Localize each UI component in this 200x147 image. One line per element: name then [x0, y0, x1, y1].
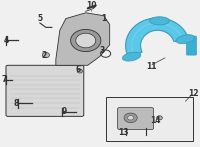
Circle shape: [76, 33, 96, 48]
Text: 9: 9: [61, 107, 66, 116]
Text: 4: 4: [3, 36, 9, 45]
FancyBboxPatch shape: [6, 65, 84, 116]
Ellipse shape: [176, 35, 194, 44]
Text: 14: 14: [150, 116, 161, 125]
Text: 1: 1: [101, 14, 106, 23]
Circle shape: [157, 116, 162, 120]
FancyBboxPatch shape: [106, 97, 193, 141]
Polygon shape: [56, 13, 110, 65]
Ellipse shape: [150, 17, 169, 25]
Ellipse shape: [123, 52, 141, 61]
Text: 7: 7: [1, 75, 7, 84]
Text: 5: 5: [37, 14, 42, 23]
FancyBboxPatch shape: [186, 36, 196, 55]
Circle shape: [71, 29, 101, 52]
Text: 3: 3: [99, 46, 104, 55]
Text: 12: 12: [188, 88, 199, 97]
Circle shape: [128, 116, 134, 120]
Circle shape: [77, 69, 82, 73]
Circle shape: [42, 52, 49, 58]
Polygon shape: [126, 18, 188, 57]
Text: 11: 11: [146, 62, 157, 71]
Circle shape: [124, 113, 137, 123]
Text: 13: 13: [118, 128, 129, 137]
Text: 2: 2: [41, 51, 46, 60]
Text: 6: 6: [75, 65, 80, 74]
Text: 10: 10: [86, 1, 97, 10]
Text: 8: 8: [13, 99, 19, 108]
FancyBboxPatch shape: [118, 108, 154, 130]
